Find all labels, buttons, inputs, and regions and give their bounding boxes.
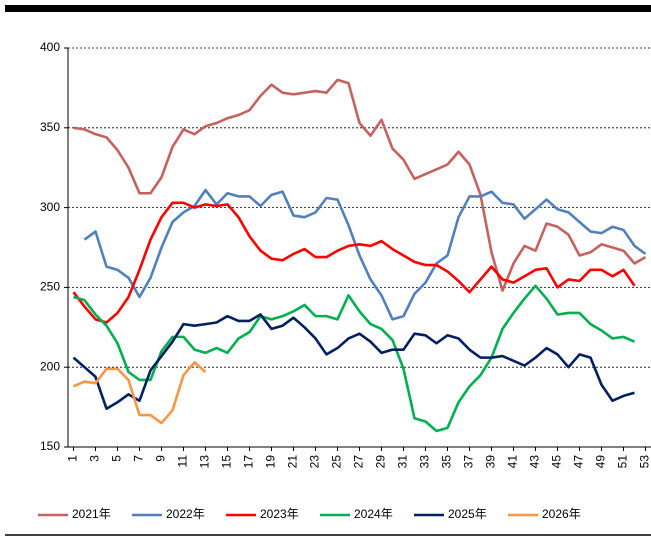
x-tick-label: 45 [550,455,564,469]
series-line [83,188,647,321]
x-tick-label: 15 [220,455,234,469]
x-tick-label: 39 [484,455,498,469]
y-tick-label: 350 [40,120,60,134]
series-line [73,78,647,292]
legend-label: 2023年 [260,507,299,521]
series-line [72,313,635,410]
x-tick-label: 33 [418,455,432,469]
x-tick-label: 51 [616,455,630,469]
x-tick-label: 13 [198,455,212,469]
x-tick-label: 37 [462,455,476,469]
legend-label: 2022年 [166,507,205,521]
x-tick-label: 9 [154,455,168,462]
x-tick-label: 7 [132,455,146,462]
y-tick-label: 300 [40,200,60,214]
y-tick-label: 150 [40,439,60,453]
legend-label: 2021年 [72,507,111,521]
x-tick-label: 11 [176,455,190,468]
x-tick-label: 53 [638,455,651,469]
series-line [73,284,636,433]
x-tick-label: 43 [528,455,542,469]
y-tick-label: 400 [40,40,60,54]
x-tick-label: 31 [396,455,410,469]
x-tick-label: 5 [110,455,124,462]
top-bar [5,5,651,12]
x-tick-label: 17 [242,455,256,469]
legend-label: 2024年 [354,507,393,521]
series-line [72,201,636,324]
x-tick-label: 21 [286,455,300,469]
x-tick-label: 23 [308,455,322,469]
x-tick-label: 41 [506,455,520,469]
y-tick-label: 250 [40,280,60,294]
x-tick-label: 47 [572,455,586,469]
x-tick-label: 19 [264,455,278,469]
series-line [72,361,207,425]
x-tick-label: 49 [594,455,608,469]
x-tick-label: 1 [66,455,80,462]
x-tick-label: 3 [88,455,102,462]
legend-label: 2026年 [542,507,581,521]
legend-label: 2025年 [448,507,487,521]
x-tick-label: 27 [352,455,366,469]
x-tick-label: 25 [330,455,344,469]
x-tick-label: 35 [440,455,454,469]
y-tick-label: 200 [40,359,60,373]
x-tick-label: 29 [374,455,388,469]
